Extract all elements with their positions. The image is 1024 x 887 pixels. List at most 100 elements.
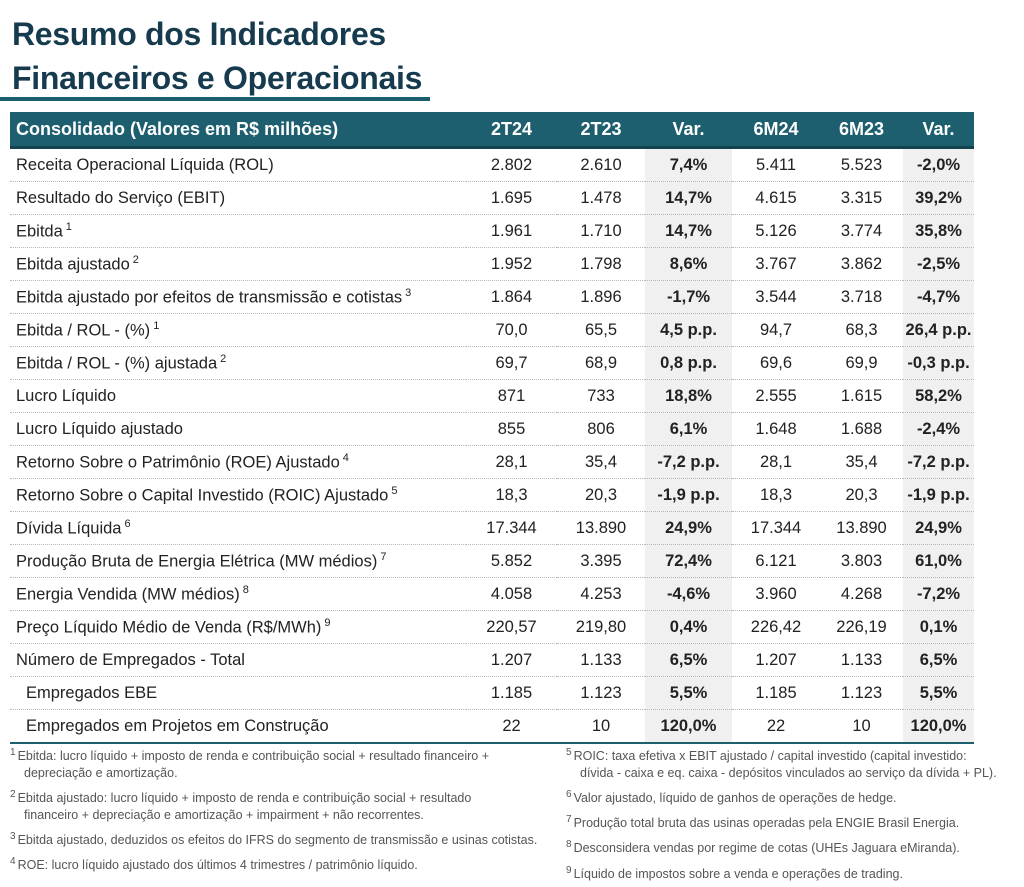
value-cell: 1.207 — [732, 643, 820, 677]
row-label: Empregados EBE — [10, 676, 466, 710]
header-var-quarter: Var. — [645, 112, 732, 149]
table-header-row: Consolidado (Valores em R$ milhões) 2T24… — [10, 112, 974, 149]
variation-cell: 5,5% — [903, 676, 974, 710]
value-cell: 3.544 — [732, 280, 820, 314]
footnote-number: 2 — [10, 789, 16, 801]
variation-cell: -2,4% — [903, 412, 974, 446]
value-cell: 3.315 — [820, 181, 903, 215]
variation-cell: 39,2% — [903, 181, 974, 215]
row-label-text: Energia Vendida (MW médios) — [16, 585, 240, 604]
value-cell: 20,3 — [820, 478, 903, 512]
value-cell: 1.864 — [466, 280, 557, 314]
table-row: Retorno Sobre o Patrimônio (ROE) Ajustad… — [10, 445, 974, 479]
table-row: Ebitda 1 1.961 1.710 14,7% 5.126 3.774 35,8% — [10, 214, 974, 248]
variation-cell: -7,2 p.p. — [645, 445, 732, 479]
footnote-text-continued: depreciação e amortização. — [24, 766, 178, 781]
variation-cell: 8,6% — [645, 247, 732, 281]
header-var-semester: Var. — [903, 112, 974, 149]
row-label-text: Retorno Sobre o Patrimônio (ROE) Ajustad… — [16, 453, 340, 472]
row-label-text: Número de Empregados - Total — [16, 650, 245, 669]
value-cell: 1.133 — [820, 643, 903, 677]
footnote-ref: 4 — [342, 451, 349, 464]
footnote-number: 9 — [566, 864, 572, 876]
footnote: 7 Produção total bruta das usinas operada… — [566, 811, 1016, 832]
row-label: Número de Empregados - Total — [10, 643, 466, 677]
header-2t23: 2T23 — [557, 112, 645, 149]
value-cell: 5.411 — [732, 147, 820, 182]
value-cell: 1.896 — [557, 280, 645, 314]
table-row: Preço Líquido Médio de Venda (R$/MWh) 9 22… — [10, 610, 974, 644]
value-cell: 18,3 — [466, 478, 557, 512]
footnote-number: 7 — [566, 814, 572, 826]
value-cell: 10 — [557, 709, 645, 744]
value-cell: 871 — [466, 379, 557, 413]
footnote-text: Valor ajustado, líquido de ganhos de ope… — [573, 791, 897, 806]
footnote-ref: 2 — [132, 253, 139, 266]
row-label-text: Ebitda / ROL - (%) ajustada — [16, 354, 218, 373]
variation-cell: 6,1% — [645, 412, 732, 446]
footnote-text: Ebitda: lucro líquido + imposto de renda… — [17, 749, 490, 764]
row-label: Receita Operacional Líquida (ROL) — [10, 147, 466, 182]
footnote-ref: 1 — [65, 220, 72, 233]
variation-cell: 14,7% — [645, 181, 732, 215]
value-cell: 10 — [820, 709, 903, 744]
table-row: Receita Operacional Líquida (ROL) 2.802 2.… — [10, 147, 974, 182]
value-cell: 17.344 — [732, 511, 820, 545]
value-cell: 3.718 — [820, 280, 903, 314]
table-row: Lucro Líquido 871 733 18,8% 2.555 1.615 58,2% — [10, 379, 974, 413]
table-row: Ebitda ajustado 2 1.952 1.798 8,6% 3.767 3.862… — [10, 247, 974, 281]
footnote-ref: 5 — [391, 484, 398, 497]
value-cell: 855 — [466, 412, 557, 446]
value-cell: 69,9 — [820, 346, 903, 380]
footnote-ref: 2 — [220, 352, 227, 365]
row-label: Ebitda ajustado por efeitos de transmiss… — [10, 280, 466, 314]
variation-cell: 18,8% — [645, 379, 732, 413]
table-row: Ebitda / ROL - (%) ajustada 2 69,7 68,9 0,8 … — [10, 346, 974, 380]
variation-cell: -2,5% — [903, 247, 974, 281]
value-cell: 22 — [466, 709, 557, 744]
row-label-text: Empregados EBE — [26, 683, 158, 702]
row-label: Ebitda / ROL - (%) 1 — [10, 313, 466, 347]
variation-cell: 24,9% — [645, 511, 732, 545]
footnote-text: Ebitda ajustado: lucro líquido + imposto… — [17, 791, 472, 806]
value-cell: 1.615 — [820, 379, 903, 413]
value-cell: 68,3 — [820, 313, 903, 347]
value-cell: 1.710 — [557, 214, 645, 248]
footnote: 9 Líquido de impostos sobre a venda e ope… — [566, 862, 1016, 883]
value-cell: 5.852 — [466, 544, 557, 578]
value-cell: 1.123 — [820, 676, 903, 710]
value-cell: 4.268 — [820, 577, 903, 611]
table-row: Lucro Líquido ajustado 855 806 6,1% 1.648 1.6… — [10, 412, 974, 446]
row-label-text: Retorno Sobre o Capital Investido (ROIC)… — [16, 486, 389, 505]
footnote-ref: 7 — [380, 550, 387, 563]
footnote-text: Produção total bruta das usinas operadas… — [573, 816, 960, 831]
row-label-text: Lucro Líquido — [16, 386, 116, 405]
row-label-text: Receita Operacional Líquida (ROL) — [16, 155, 274, 174]
value-cell: 5.126 — [732, 214, 820, 248]
header-2t24: 2T24 — [466, 112, 557, 149]
footnote: 2 Ebitda ajustado: lucro líquido + impost… — [10, 786, 555, 824]
variation-cell: -1,9 p.p. — [903, 478, 974, 512]
variation-cell: 120,0% — [903, 709, 974, 744]
variation-cell: 24,9% — [903, 511, 974, 545]
row-label-text: Produção Bruta de Energia Elétrica (MW m… — [16, 552, 378, 571]
value-cell: 1.207 — [466, 643, 557, 677]
header-label: Consolidado (Valores em R$ milhões) — [10, 112, 466, 149]
value-cell: 1.185 — [466, 676, 557, 710]
header-6m24: 6M24 — [732, 112, 820, 149]
value-cell: 1.478 — [557, 181, 645, 215]
value-cell: 18,3 — [732, 478, 820, 512]
footnote-text: ROIC: taxa efetiva x EBIT ajustado / cap… — [573, 749, 967, 764]
title-line-1: Resumo dos Indicadores — [12, 16, 386, 52]
value-cell: 13.890 — [557, 511, 645, 545]
value-cell: 1.123 — [557, 676, 645, 710]
value-cell: 94,7 — [732, 313, 820, 347]
variation-cell: -1,7% — [645, 280, 732, 314]
value-cell: 1.798 — [557, 247, 645, 281]
table-row: Número de Empregados - Total 1.207 1.133 6,… — [10, 643, 974, 677]
footnote-text: Desconsidera vendas por regime de cotas … — [573, 841, 960, 856]
footnote-ref: 8 — [242, 583, 249, 596]
variation-cell: 7,4% — [645, 147, 732, 182]
value-cell: 4.253 — [557, 577, 645, 611]
row-label-text: Ebitda — [16, 222, 63, 241]
